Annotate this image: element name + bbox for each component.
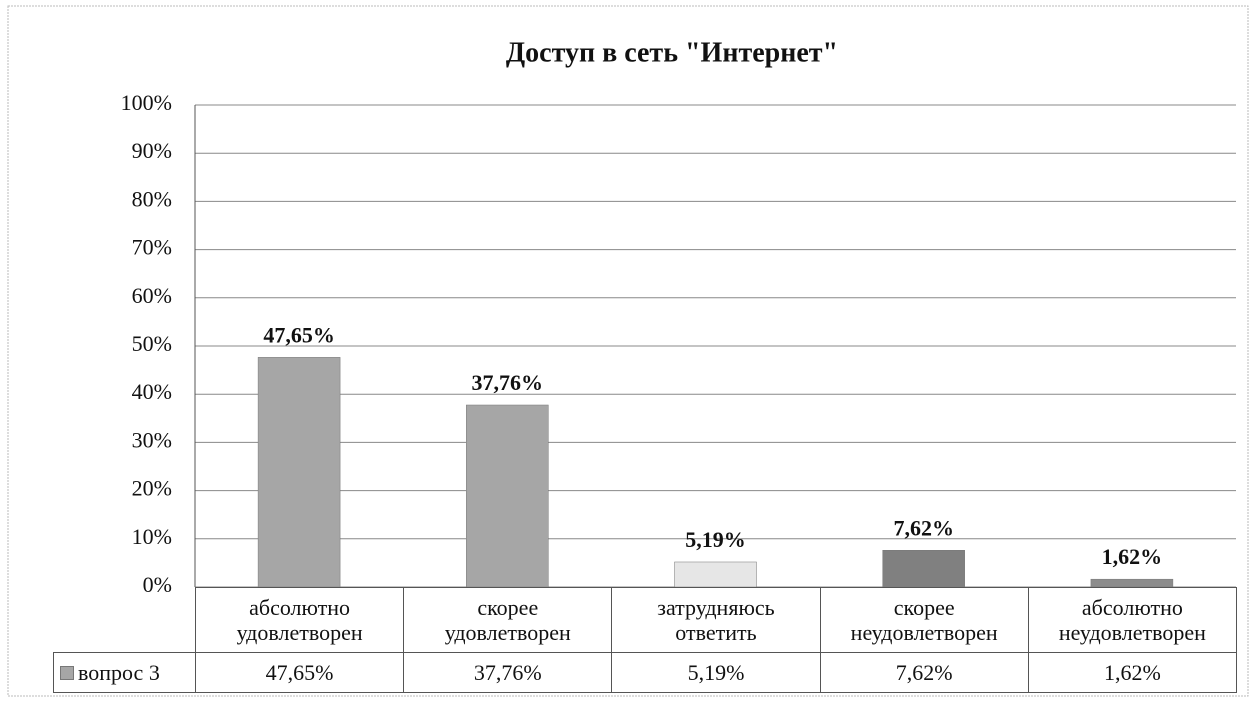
y-tick-label: 0%: [143, 572, 172, 597]
y-tick-label: 50%: [132, 331, 172, 356]
y-tick-label: 100%: [121, 90, 172, 115]
table-value: 5,19%: [611, 652, 821, 693]
y-tick-label: 40%: [132, 379, 172, 404]
y-tick-label: 60%: [132, 283, 172, 308]
table-value: 37,76%: [403, 652, 613, 693]
y-tick-label: 80%: [132, 186, 172, 211]
table-value: 1,62%: [1027, 652, 1237, 693]
data-label: 1,62%: [1102, 544, 1163, 569]
legend-swatch: [60, 665, 74, 680]
chart-frame: [7, 5, 1249, 697]
category-cell: абсолютно неудовлетворен: [1027, 587, 1237, 653]
bar: [674, 561, 757, 588]
y-tick-label: 20%: [132, 476, 172, 501]
bar: [882, 550, 965, 588]
table-value: 7,62%: [819, 652, 1029, 693]
bar: [257, 357, 341, 588]
legend-cell: вопрос 3: [53, 652, 196, 693]
chart-title: Доступ в сеть "Интернет": [506, 37, 838, 68]
y-tick-label: 70%: [132, 235, 172, 260]
bar: [466, 404, 549, 588]
data-label: 37,76%: [472, 370, 544, 395]
data-label: 7,62%: [893, 515, 954, 540]
data-label: 47,65%: [263, 322, 335, 347]
y-tick-label: 90%: [132, 138, 172, 163]
category-cell: абсолютно удовлетворен: [195, 587, 405, 653]
table-value: 47,65%: [195, 652, 405, 693]
data-label: 5,19%: [685, 527, 746, 552]
category-cell: скорее неудовлетворен: [819, 587, 1029, 653]
category-cell: затрудняюсь ответить: [611, 587, 821, 653]
y-tick-label: 30%: [132, 427, 172, 452]
legend-label: вопрос 3: [78, 660, 160, 685]
y-tick-label: 10%: [132, 524, 172, 549]
bar: [1090, 578, 1174, 588]
category-cell: скорее удовлетворен: [403, 587, 613, 653]
